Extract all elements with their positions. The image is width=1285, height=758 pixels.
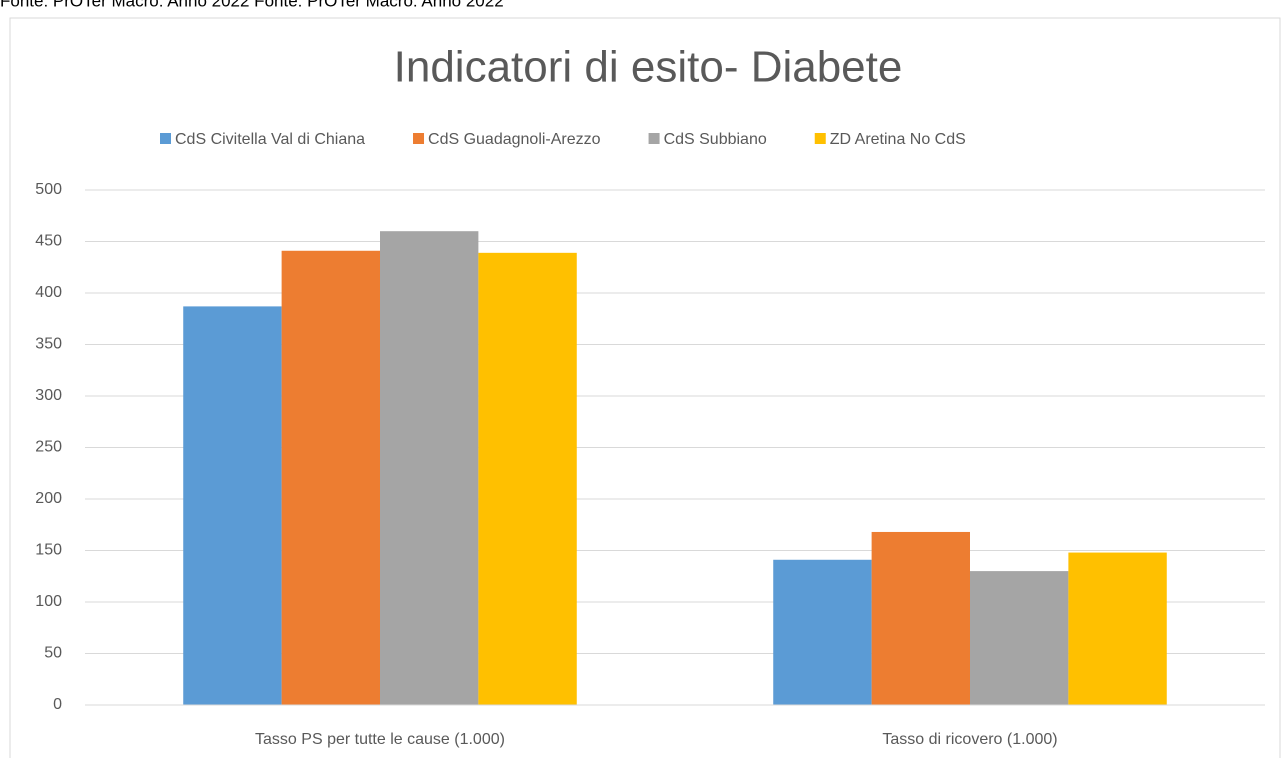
- x-tick-label: Tasso di ricovero (1.000): [882, 731, 1057, 748]
- legend-swatch: [648, 133, 660, 144]
- bar: [1068, 552, 1167, 705]
- source-note: Fonte: PrOTer Macro: Anno 2022 Fonte: Pr…: [0, 0, 504, 10]
- legend-label: CdS Subbiano: [664, 131, 767, 148]
- y-tick-label: 100: [35, 593, 62, 610]
- y-tick-label: 400: [35, 284, 62, 301]
- legend-swatch: [160, 133, 171, 144]
- legend-label: CdS Guadagnoli-Arezzo: [428, 131, 601, 148]
- x-tick-label: Tasso PS per tutte le cause (1.000): [255, 731, 505, 748]
- y-tick-label: 250: [35, 439, 62, 456]
- bar: [183, 306, 282, 705]
- y-tick-label: 350: [35, 336, 62, 353]
- legend-swatch: [413, 133, 425, 144]
- bar: [970, 571, 1069, 705]
- y-tick-label: 200: [35, 490, 62, 507]
- legend-label: ZD Aretina No CdS: [830, 131, 966, 148]
- bar: [281, 250, 380, 705]
- y-tick-label: 300: [35, 387, 62, 404]
- y-tick-label: 450: [35, 233, 62, 250]
- bar: [478, 252, 577, 705]
- bar: [871, 531, 970, 705]
- bar: [773, 559, 872, 705]
- y-tick-label: 0: [53, 696, 62, 713]
- chart-title: Indicatori di esito- Diabete: [394, 43, 903, 92]
- y-tick-label: 150: [35, 542, 62, 559]
- y-tick-label: 50: [44, 645, 62, 662]
- legend-label: CdS Civitella Val di Chiana: [175, 131, 365, 148]
- y-tick-label: 500: [35, 181, 62, 198]
- legend-swatch: [814, 133, 826, 144]
- bar: [380, 231, 479, 705]
